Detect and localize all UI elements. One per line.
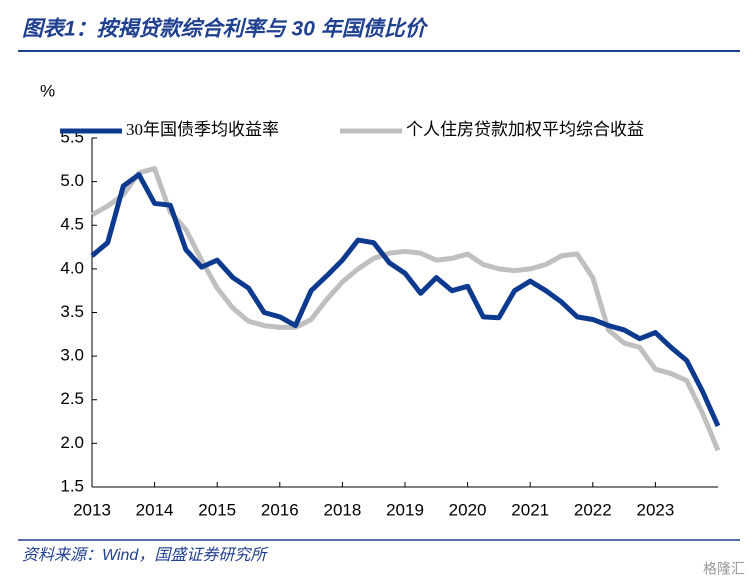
x-tick-label: 2015 <box>198 500 236 519</box>
y-tick-label: 5.0 <box>60 171 84 190</box>
y-tick-label: 4.0 <box>60 258 84 277</box>
x-tick-label: 2013 <box>73 500 111 519</box>
x-tick-label: 2019 <box>386 500 424 519</box>
watermark: 格隆汇 <box>703 561 745 577</box>
y-tick-label: 2.5 <box>60 389 84 408</box>
x-tick-label: 2022 <box>574 500 612 519</box>
x-tick-label: 2016 <box>261 500 299 519</box>
x-tick-label: 2020 <box>449 500 487 519</box>
y-tick-label: 1.5 <box>60 476 84 495</box>
legend-label: 个人住房贷款加权平均综合收益 <box>406 120 644 139</box>
y-tick-label: 3.0 <box>60 346 84 365</box>
y-axis-label: % <box>40 81 55 100</box>
y-tick-label: 3.5 <box>60 302 84 321</box>
y-tick-label: 2.0 <box>60 433 84 452</box>
source: 资料来源：Wind，国盛证券研究所 <box>22 546 269 564</box>
legend-label: 30年国债季均收益率 <box>126 120 279 139</box>
x-tick-label: 2018 <box>323 500 361 519</box>
x-tick-label: 2023 <box>636 500 674 519</box>
y-tick-label: 4.5 <box>60 215 84 234</box>
x-tick-label: 2014 <box>136 500 174 519</box>
series-line <box>90 166 721 452</box>
series-line <box>90 172 721 427</box>
x-tick-label: 2021 <box>511 500 549 519</box>
chart-title: 图表1：按揭贷款综合利率与 30 年国债比价 <box>22 17 429 41</box>
